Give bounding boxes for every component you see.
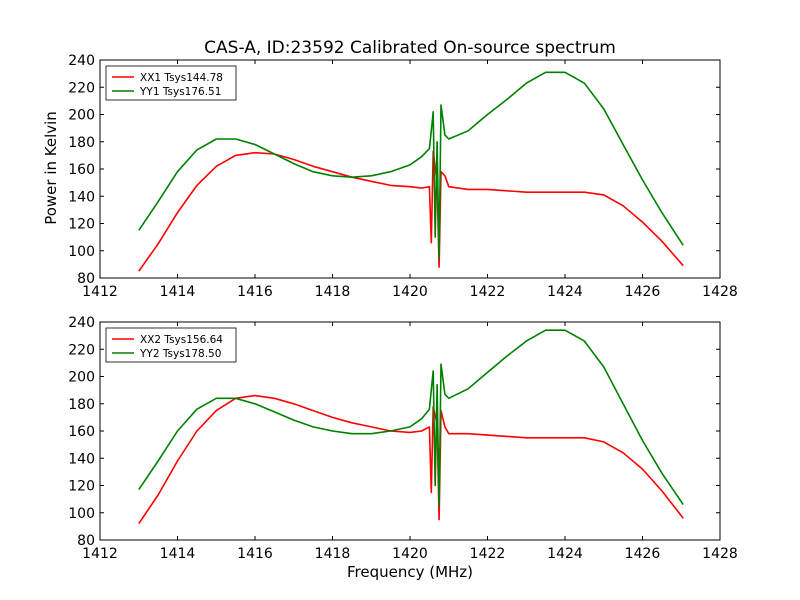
x-tick-label: 1414 bbox=[160, 284, 196, 300]
y-tick-label: 120 bbox=[68, 217, 95, 233]
series-line-xx bbox=[138, 394, 684, 525]
y-tick-label: 180 bbox=[68, 397, 95, 413]
x-tick-label: 1420 bbox=[392, 284, 428, 300]
y-tick-label: 220 bbox=[68, 80, 95, 96]
x-tick-label: 1428 bbox=[702, 546, 738, 562]
x-tick-label: 1424 bbox=[547, 546, 583, 562]
x-tick-label: 1416 bbox=[237, 284, 273, 300]
bottom-spectrum-panel: 1412 1414 1416 1418 1420 1422 1424 1426 1428 80 10… bbox=[68, 315, 738, 562]
y-tick-label: 180 bbox=[68, 135, 95, 151]
legend-box bbox=[105, 65, 237, 101]
y-tick-label: 160 bbox=[68, 424, 95, 440]
y-tick-label: 220 bbox=[68, 342, 95, 358]
series-line-yy bbox=[138, 329, 684, 507]
y-tick-label: 80 bbox=[77, 271, 95, 287]
x-tick-label: 1422 bbox=[470, 284, 506, 300]
y-tick-label: 240 bbox=[68, 315, 95, 331]
x-tick-label: 1426 bbox=[625, 284, 661, 300]
x-axis-label: Frequency (MHz) bbox=[347, 563, 473, 581]
y-tick-label: 200 bbox=[68, 370, 95, 386]
series-line-xx bbox=[138, 150, 684, 272]
x-tick-label: 1416 bbox=[237, 546, 273, 562]
y-tick-label: 100 bbox=[68, 506, 95, 522]
y-tick-label: 120 bbox=[68, 479, 95, 495]
y-tick-label: 160 bbox=[68, 162, 95, 178]
x-tick-label: 1422 bbox=[470, 546, 506, 562]
x-tick-label: 1412 bbox=[82, 546, 118, 562]
legend-label: XX2 Tsys156.64 bbox=[140, 334, 223, 346]
x-tick-label: 1428 bbox=[702, 284, 738, 300]
x-tick-label: 1414 bbox=[160, 546, 196, 562]
x-tick-label: 1418 bbox=[315, 546, 351, 562]
legend-label: XX1 Tsys144.78 bbox=[140, 72, 223, 84]
x-tick-label: 1426 bbox=[625, 546, 661, 562]
legend-box bbox=[105, 327, 237, 363]
legend-label: YY2 Tsys178.50 bbox=[139, 348, 221, 360]
y-tick-label: 140 bbox=[68, 189, 95, 205]
legend-label: YY1 Tsys176.51 bbox=[139, 86, 221, 98]
x-tick-label: 1412 bbox=[82, 284, 118, 300]
y-axis-label: Power in Kelvin bbox=[42, 111, 60, 225]
series-line-yy bbox=[138, 71, 684, 259]
y-tick-label: 100 bbox=[68, 244, 95, 260]
x-tick-label: 1418 bbox=[315, 284, 351, 300]
y-tick-label: 200 bbox=[68, 108, 95, 124]
figure-title: CAS-A, ID:23592 Calibrated On-source spe… bbox=[204, 38, 616, 58]
y-tick-label: 140 bbox=[68, 451, 95, 467]
x-tick-label: 1424 bbox=[547, 284, 583, 300]
y-tick-label: 80 bbox=[77, 533, 95, 549]
y-tick-label: 240 bbox=[68, 53, 95, 69]
x-tick-label: 1420 bbox=[392, 546, 428, 562]
top-spectrum-panel: 1412 1414 1416 1418 1420 1422 1424 1426 1428 80 10… bbox=[68, 53, 738, 300]
